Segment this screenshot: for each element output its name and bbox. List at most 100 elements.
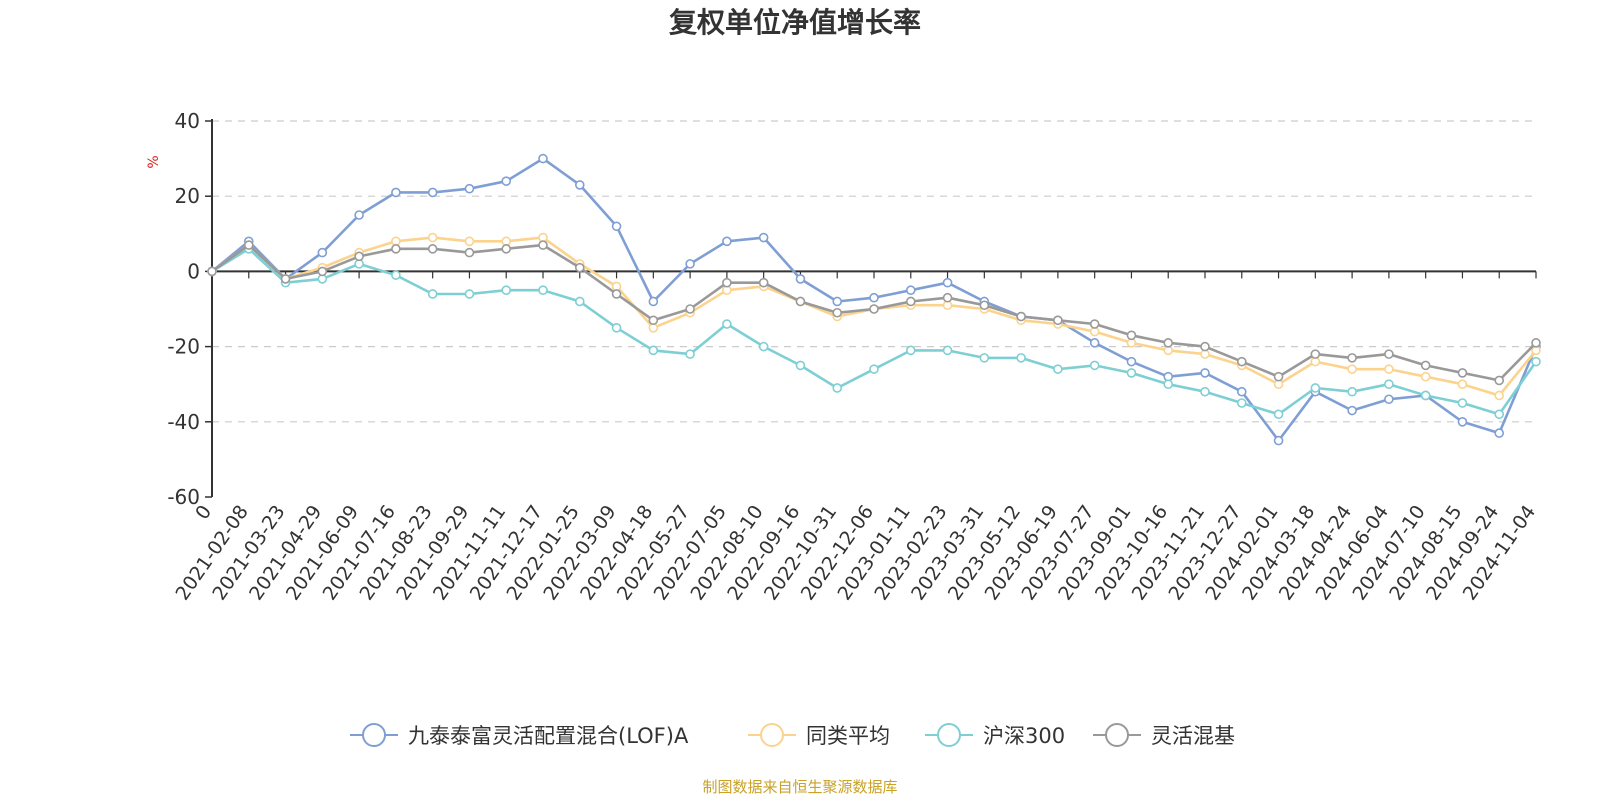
data-point [1347,405,1357,416]
data-point [685,349,695,359]
legend-marker [937,723,961,747]
data-point [1347,353,1357,363]
data-point [1420,360,1431,371]
data-point [942,345,953,356]
data-point [1310,349,1321,359]
data-point [427,244,438,254]
data-point [869,304,879,314]
data-point [1126,330,1137,341]
data-point [1494,409,1505,420]
data-point [1089,338,1100,348]
data-point [758,277,769,288]
series-0 [207,153,1541,446]
data-point [1384,349,1394,359]
data-point [1089,319,1100,329]
data-point [722,236,732,247]
data-point [1200,341,1210,352]
data-point [501,285,512,296]
data-point [1310,383,1321,393]
data-point [942,292,953,303]
data-point [611,289,622,299]
legend: 九泰泰富灵活配置混合(LOF)A 同类平均 沪深300 灵活混基 [350,723,1235,748]
y-tick-label: 40 [175,109,200,133]
data-point [317,266,328,277]
data-point [1384,364,1394,374]
data-point [905,345,916,356]
data-point [427,187,438,198]
data-point [1347,364,1357,374]
data-point [648,315,659,326]
data-point [464,247,475,258]
data-point [538,153,548,164]
data-point [1163,338,1174,348]
y-tick-label: 0 [187,259,200,283]
data-point [832,383,843,393]
data-point [280,274,291,284]
data-point [1273,435,1284,446]
data-point [574,296,585,307]
legend-marker [1105,723,1129,747]
data-point [1347,386,1357,397]
legend-item: 灵活混基 [1093,723,1235,748]
data-point [869,364,879,374]
data-point [832,296,843,307]
data-point [427,232,438,243]
data-point [905,285,916,296]
axes [205,119,1537,498]
y-axis-label: % [146,155,162,168]
data-point [1236,356,1247,367]
data-point [648,296,659,307]
data-point [722,319,732,329]
legend-marker [760,723,784,747]
data-point [722,277,732,288]
data-point [795,274,806,284]
data-point [611,322,622,333]
y-tick-label: 20 [175,184,200,208]
data-point [1531,356,1541,367]
data-point [1457,379,1468,390]
data-point [574,180,585,190]
data-point [1236,398,1247,408]
data-point [464,236,475,247]
legend-label: 沪深300 [983,724,1065,748]
data-point [501,176,512,186]
data-point [391,270,401,280]
data-point [832,307,843,318]
data-point [1126,356,1137,367]
data-point [354,210,364,220]
series-3 [207,240,1541,386]
data-point [979,300,990,311]
data-point [758,232,769,243]
data-point [1200,368,1210,378]
data-point [758,341,769,352]
legend-marker [362,723,386,747]
data-point [243,240,254,250]
data-point [1494,375,1505,386]
data-point [1273,409,1284,420]
data-point [538,285,548,296]
series-lines [207,153,1541,446]
data-point [1457,398,1468,408]
data-point [979,353,990,363]
data-point [1236,386,1247,397]
legend-label: 灵活混基 [1151,724,1235,748]
data-point [501,244,512,254]
data-point [905,296,916,307]
data-point [1053,315,1063,326]
data-point [685,304,695,314]
data-point [1200,386,1210,397]
data-point [391,187,401,198]
data-point [1420,371,1431,382]
data-point [1457,368,1468,378]
chart-title: 复权单位净值增长率 [669,6,921,39]
data-point [427,289,438,299]
data-point [1163,379,1174,390]
legend-label: 同类平均 [806,724,890,748]
data-point [795,296,806,307]
data-point [464,289,475,299]
data-point [1273,371,1284,382]
y-tick-label: -40 [167,410,200,434]
data-point [1126,368,1137,378]
data-point [1016,353,1026,363]
